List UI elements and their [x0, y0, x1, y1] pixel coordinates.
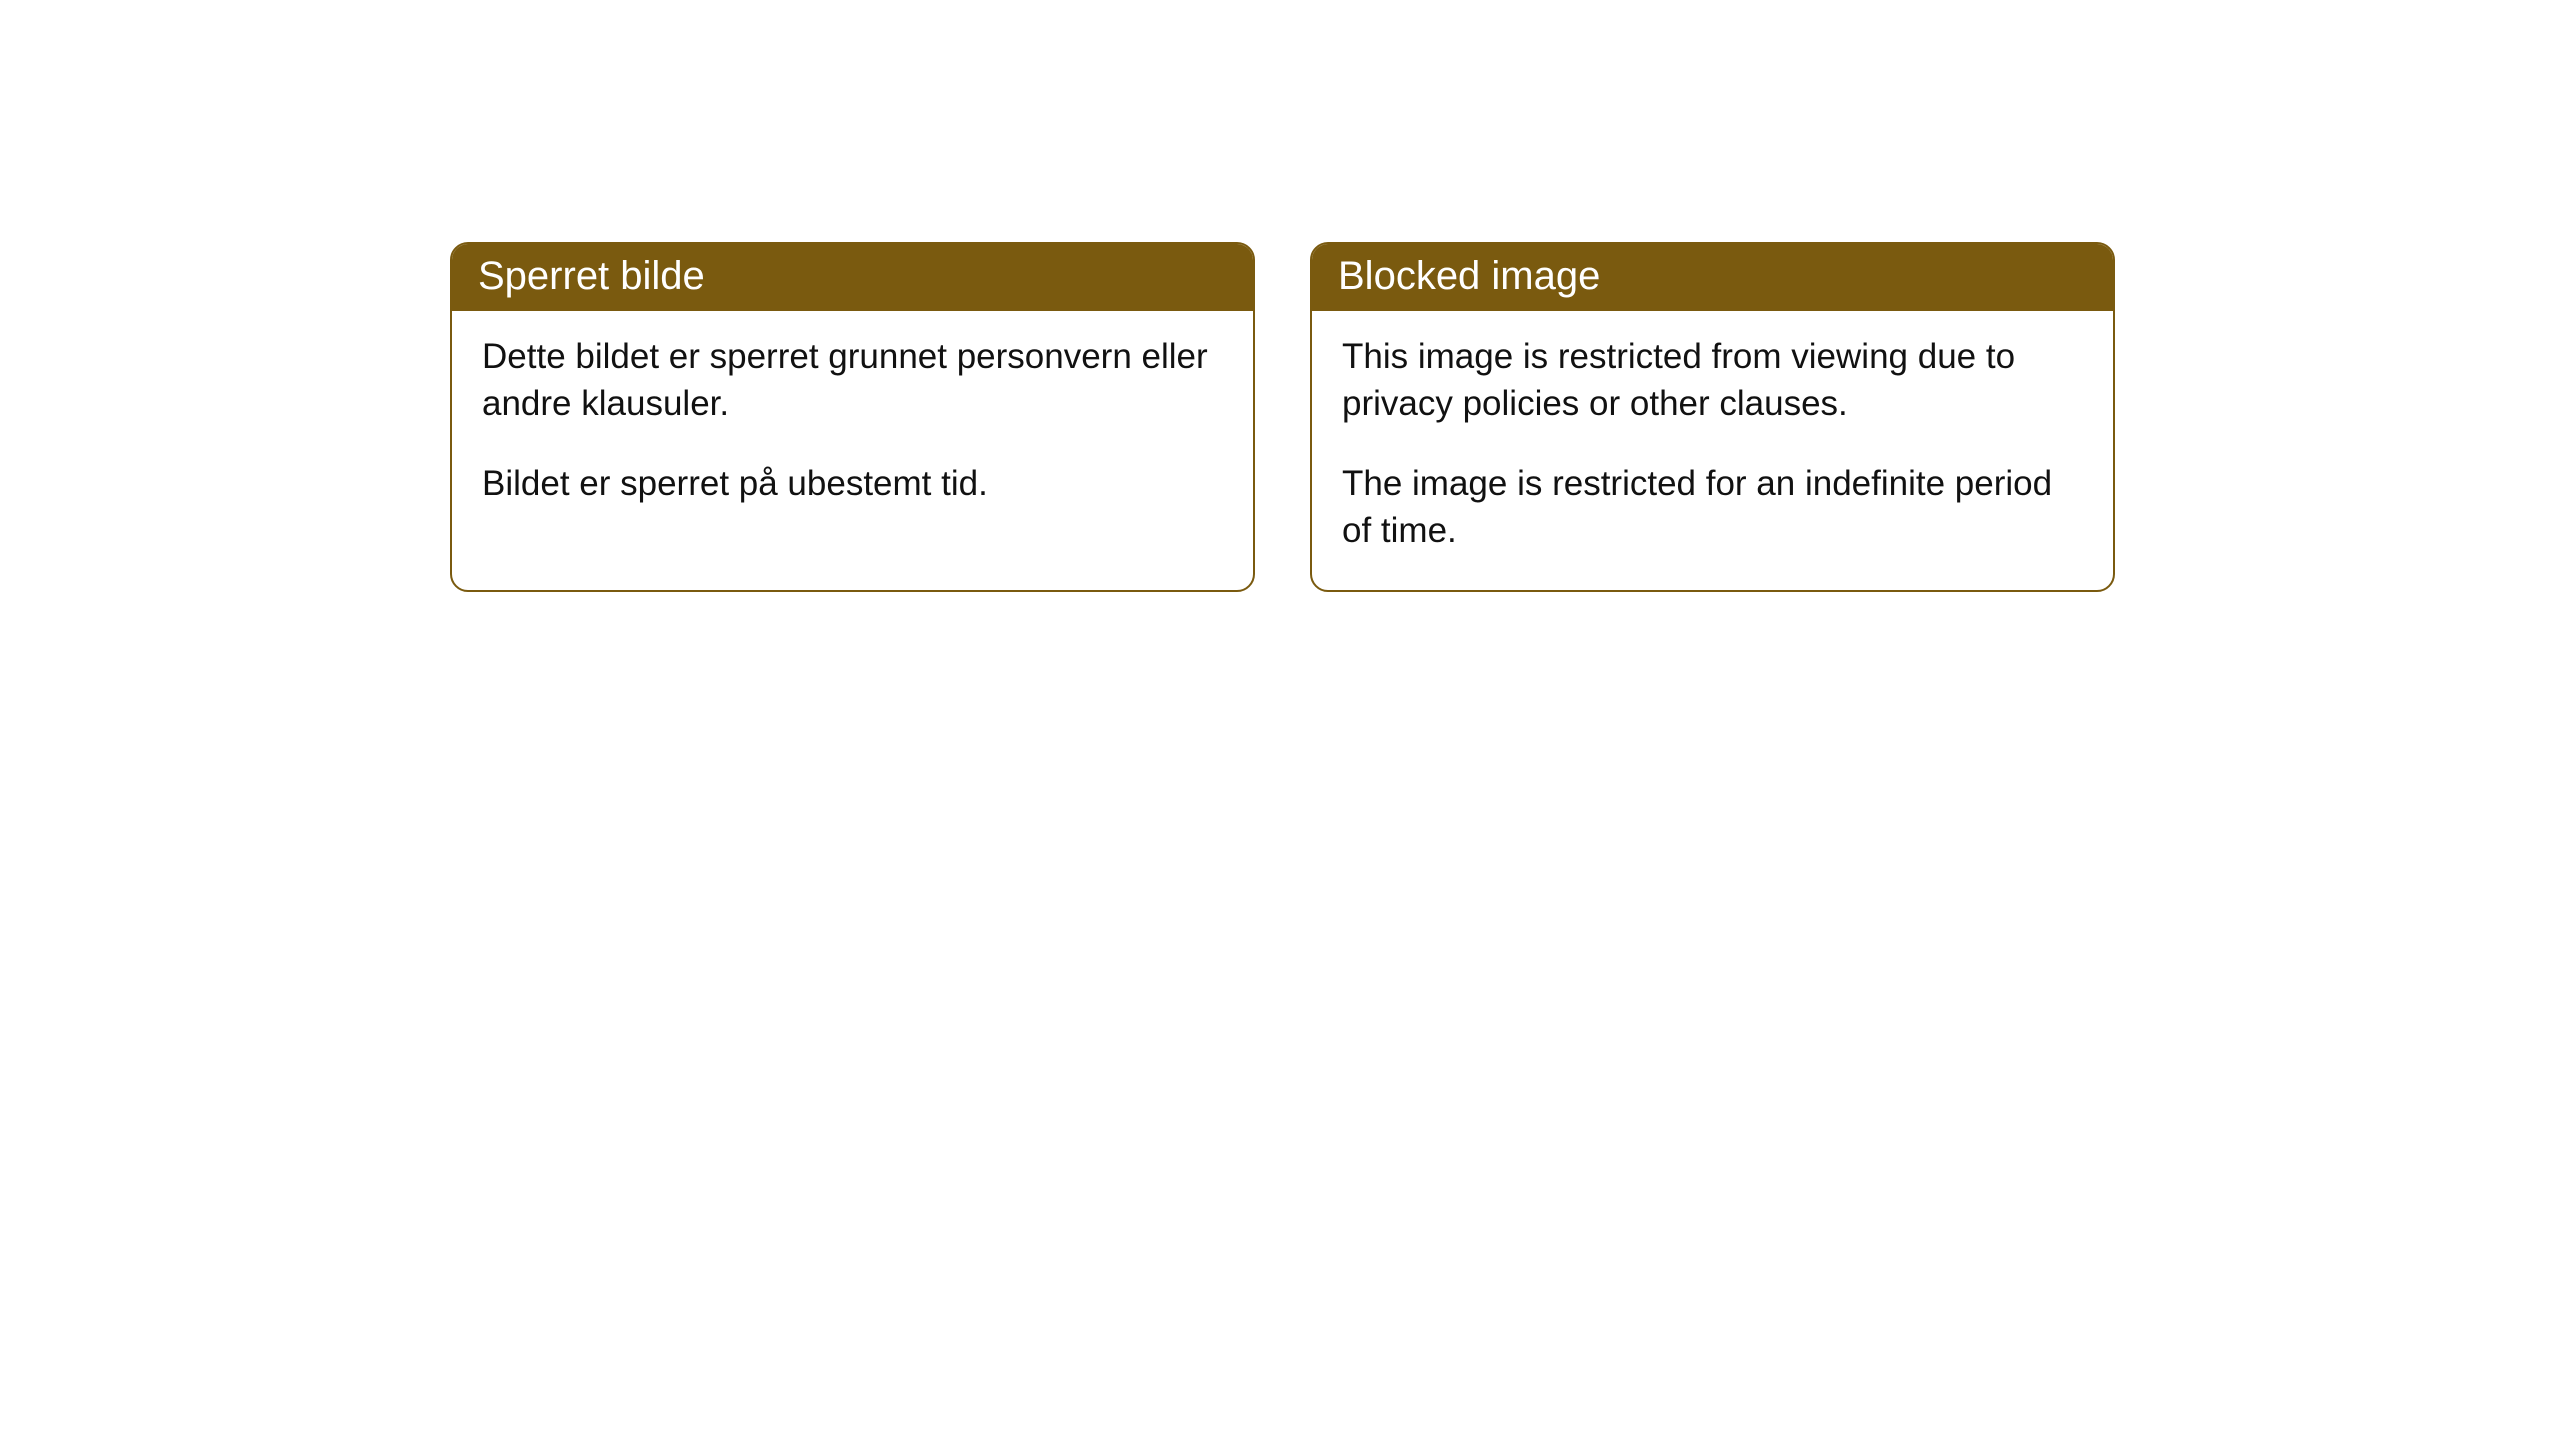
- card-header-no: Sperret bilde: [452, 244, 1253, 311]
- card-text-en-1: This image is restricted from viewing du…: [1342, 333, 2083, 428]
- card-text-en-2: The image is restricted for an indefinit…: [1342, 460, 2083, 555]
- card-text-no-1: Dette bildet er sperret grunnet personve…: [482, 333, 1223, 428]
- card-body-no: Dette bildet er sperret grunnet personve…: [452, 311, 1253, 543]
- notice-cards-container: Sperret bilde Dette bildet er sperret gr…: [450, 242, 2115, 592]
- blocked-image-card-en: Blocked image This image is restricted f…: [1310, 242, 2115, 592]
- card-body-en: This image is restricted from viewing du…: [1312, 311, 2113, 590]
- blocked-image-card-no: Sperret bilde Dette bildet er sperret gr…: [450, 242, 1255, 592]
- card-header-en: Blocked image: [1312, 244, 2113, 311]
- card-text-no-2: Bildet er sperret på ubestemt tid.: [482, 460, 1223, 507]
